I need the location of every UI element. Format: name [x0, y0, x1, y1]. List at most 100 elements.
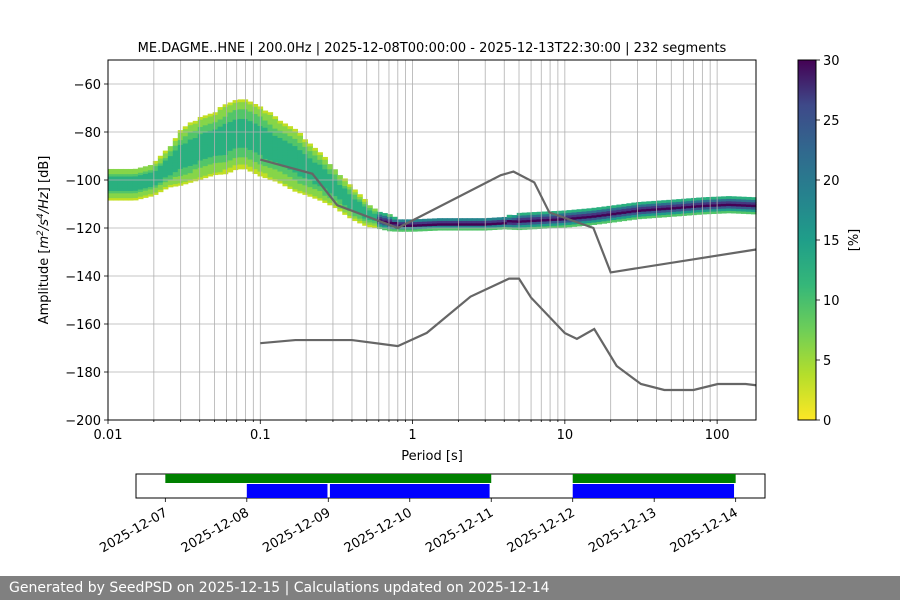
y-tick-label: −160	[65, 318, 101, 333]
colorbar-label: [%]	[847, 229, 862, 252]
psd-bin	[172, 147, 179, 151]
psd-bin	[332, 186, 338, 189]
psd-bin	[686, 198, 692, 202]
psd-bin	[676, 211, 682, 214]
psd-bin	[661, 212, 667, 216]
psd-bin	[432, 220, 438, 224]
psd-bin	[252, 166, 259, 170]
psd-bin	[147, 179, 154, 183]
psd-bin	[441, 222, 448, 226]
psd-bin	[267, 172, 274, 175]
psd-bin	[332, 190, 338, 194]
psd-bin	[721, 196, 727, 200]
psd-bin	[357, 218, 363, 222]
psd-bin	[327, 183, 333, 187]
psd-bin	[237, 123, 244, 127]
psd-bin	[117, 195, 124, 199]
psd-bin	[292, 188, 299, 192]
psd-bin	[117, 171, 124, 175]
psd-bin	[427, 223, 433, 227]
psd-bin	[347, 205, 353, 209]
psd-bin	[172, 164, 179, 168]
psd-bin	[227, 107, 234, 111]
psd-bin	[127, 188, 134, 191]
psd-bin	[277, 135, 284, 138]
psd-bin	[217, 128, 224, 132]
psd-bin	[337, 199, 343, 202]
psd-bin	[397, 219, 403, 223]
psd-bin	[117, 180, 124, 184]
psd-bin	[506, 224, 513, 228]
psd-bin	[222, 157, 229, 160]
psd-bin	[736, 210, 742, 214]
psd-bin	[676, 201, 682, 205]
psd-bin	[237, 118, 244, 122]
psd-bin	[696, 199, 702, 203]
psd-bin	[726, 205, 732, 209]
psd-bin	[162, 153, 169, 156]
timeline-date-label: 2025-12-11	[423, 505, 496, 556]
psd-bin	[222, 166, 229, 170]
psd-bin	[616, 206, 623, 210]
psd-bin	[197, 133, 204, 137]
psd-bin	[217, 167, 224, 170]
psd-bin	[312, 195, 318, 199]
psd-bin	[342, 192, 348, 196]
psd-bin	[202, 168, 209, 171]
psd-bin	[287, 176, 294, 180]
psd-bin	[317, 176, 323, 180]
psd-bin	[292, 145, 299, 149]
psd-bin	[731, 196, 737, 200]
psd-bin	[317, 154, 323, 158]
psd-bin	[606, 210, 613, 214]
psd-bin	[541, 211, 548, 215]
psd-bin	[312, 150, 318, 154]
psd-bin	[601, 220, 608, 224]
psd-bin	[347, 186, 353, 190]
psd-bin	[741, 199, 747, 202]
psd-bin	[741, 208, 747, 212]
psd-bin	[182, 145, 189, 149]
psd-bin	[197, 160, 204, 163]
psd-bin	[237, 166, 244, 170]
psd-bin	[182, 169, 189, 173]
psd-bin	[212, 165, 219, 168]
psd-bin	[237, 154, 244, 158]
psd-bin	[566, 224, 573, 228]
psd-bin	[297, 132, 303, 136]
psd-bin	[606, 208, 613, 212]
psd-bin	[237, 164, 244, 167]
psd-bin	[252, 147, 259, 151]
psd-bin	[272, 157, 279, 160]
psd-bin	[197, 176, 204, 180]
psd-bin	[476, 222, 483, 226]
psd-bin	[721, 210, 727, 214]
psd-bin	[397, 224, 403, 227]
psd-bin	[496, 222, 503, 225]
psd-bin	[342, 183, 348, 187]
psd-bin	[108, 176, 114, 179]
psd-bin	[307, 145, 313, 149]
psd-bin	[237, 106, 244, 110]
psd-bin	[681, 201, 687, 204]
psd-bin	[157, 172, 164, 176]
psd-bin	[222, 104, 229, 108]
psd-bin	[511, 222, 518, 226]
psd-bin	[282, 133, 289, 136]
psd-bin	[292, 181, 299, 185]
psd-bin	[267, 157, 274, 161]
psd-bin	[292, 164, 299, 168]
y-tick-label: −100	[65, 174, 101, 189]
psd-bin	[132, 180, 139, 184]
psd-bin	[202, 127, 209, 131]
psd-bin	[312, 155, 318, 158]
psd-bin	[212, 145, 219, 149]
timeline-date-label: 2025-12-14	[668, 505, 741, 556]
psd-bin	[327, 164, 333, 167]
psd-bin	[227, 150, 234, 154]
psd-bin	[162, 184, 169, 188]
psd-bin	[207, 164, 214, 167]
psd-bin	[332, 205, 338, 209]
psd-bin	[352, 208, 358, 212]
psd-bin	[187, 143, 194, 147]
